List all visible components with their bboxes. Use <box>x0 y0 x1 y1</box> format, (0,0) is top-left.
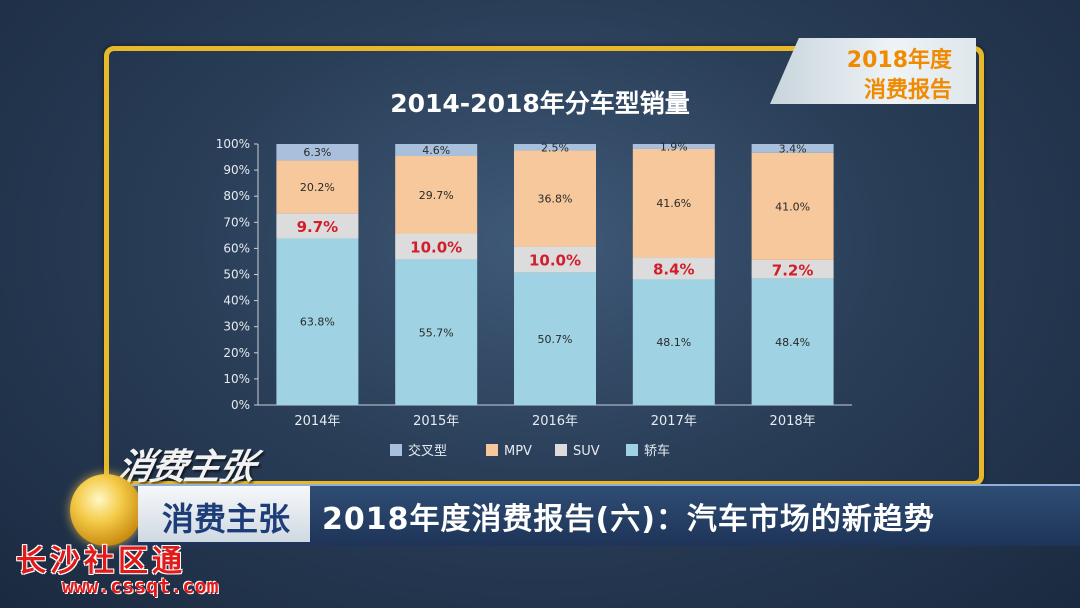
bar-segment-3-交叉型 <box>632 144 715 149</box>
legend-label: SUV <box>573 444 600 459</box>
data-label: 41.6% <box>656 197 691 210</box>
y-tick-label: 0% <box>231 398 250 412</box>
bar-segment-2-MPV <box>514 150 596 247</box>
data-label: 63.8% <box>300 316 335 329</box>
data-label: 36.8% <box>538 193 573 206</box>
data-label: 48.4% <box>775 336 810 349</box>
x-tick-label: 2014年 <box>294 414 340 429</box>
y-tick-label: 40% <box>223 294 250 308</box>
report-badge: 2018年度 消费报告 <box>770 38 976 104</box>
bar-segment-4-SUV <box>751 259 834 279</box>
bar-segment-1-SUV <box>395 233 478 260</box>
bar-segment-1-交叉型 <box>395 144 478 157</box>
bar-segment-1-MPV <box>395 156 478 234</box>
data-label-highlight: 9.7% <box>297 218 339 236</box>
y-tick-label: 30% <box>223 320 250 334</box>
bar-segment-4-交叉型 <box>751 144 834 153</box>
data-label: 20.2% <box>300 181 335 194</box>
program-tag <box>138 486 310 542</box>
y-tick-label: 50% <box>223 268 250 282</box>
legend-label: MPV <box>504 444 532 459</box>
program-name: 消费主张 <box>161 500 290 538</box>
data-label: 55.7% <box>419 326 454 339</box>
bar-segment-4-MPV <box>751 152 834 260</box>
y-tick-label: 70% <box>223 215 250 229</box>
bar-segment-4-轿车 <box>751 278 834 405</box>
data-label: 29.7% <box>419 189 454 202</box>
badge-report-label: 消费报告 <box>863 78 952 103</box>
data-label: 50.7% <box>538 333 573 346</box>
bar-segment-1-轿车 <box>395 259 478 405</box>
y-tick-label: 90% <box>223 163 250 177</box>
y-tick-label: 10% <box>223 372 250 386</box>
x-tick-label: 2016年 <box>532 414 578 429</box>
data-label-highlight: 8.4% <box>653 260 695 278</box>
bar-segment-3-MPV <box>632 148 715 258</box>
y-tick-label: 80% <box>223 189 250 203</box>
headline: 2018年度消费报告(六)：汽车市场的新趋势 <box>322 502 935 537</box>
globe-icon <box>70 474 142 546</box>
bar-segment-0-MPV <box>276 160 359 214</box>
legend-swatch-MPV <box>486 444 498 456</box>
chart-frame <box>104 46 984 486</box>
bar-segment-3-SUV <box>632 257 715 280</box>
x-tick-label: 2015年 <box>413 414 459 429</box>
legend-swatch-SUV <box>555 444 567 456</box>
data-label: 4.6% <box>422 144 450 157</box>
bar-segment-0-SUV <box>276 213 359 239</box>
y-tick-label: 60% <box>223 241 250 255</box>
chart-title: 2014-2018年分车型销量 <box>390 89 690 118</box>
legend-label: 交叉型 <box>408 443 447 459</box>
legend-label: 轿车 <box>644 443 670 459</box>
legend-swatch-交叉型 <box>390 444 402 456</box>
data-label: 6.3% <box>303 146 331 159</box>
badge-year: 2018年度 <box>846 48 952 73</box>
x-tick-label: 2017年 <box>651 414 697 429</box>
data-label: 2.5% <box>541 141 569 154</box>
bar-segment-2-SUV <box>514 246 596 273</box>
y-tick-label: 100% <box>216 137 250 151</box>
data-label-highlight: 7.2% <box>772 261 814 279</box>
bar-segment-3-轿车 <box>632 279 715 405</box>
data-label: 48.1% <box>656 336 691 349</box>
data-label: 41.0% <box>775 200 810 213</box>
data-label-highlight: 10.0% <box>410 239 462 257</box>
bar-segment-0-交叉型 <box>276 144 359 161</box>
data-label: 3.4% <box>779 142 807 155</box>
watermark-url: www.cssqt.com <box>62 574 219 598</box>
watermark-name: 长沙社区通 <box>16 544 186 579</box>
bar-segment-2-交叉型 <box>514 144 596 151</box>
data-label-highlight: 10.0% <box>529 252 581 270</box>
x-tick-label: 2018年 <box>770 414 816 429</box>
bar-segment-0-轿车 <box>276 238 359 405</box>
legend-swatch-轿车 <box>626 444 638 456</box>
y-tick-label: 20% <box>223 346 250 360</box>
data-label: 1.9% <box>660 140 688 153</box>
program-logo: 消费主张 <box>112 447 258 488</box>
bar-segment-2-轿车 <box>514 272 596 405</box>
